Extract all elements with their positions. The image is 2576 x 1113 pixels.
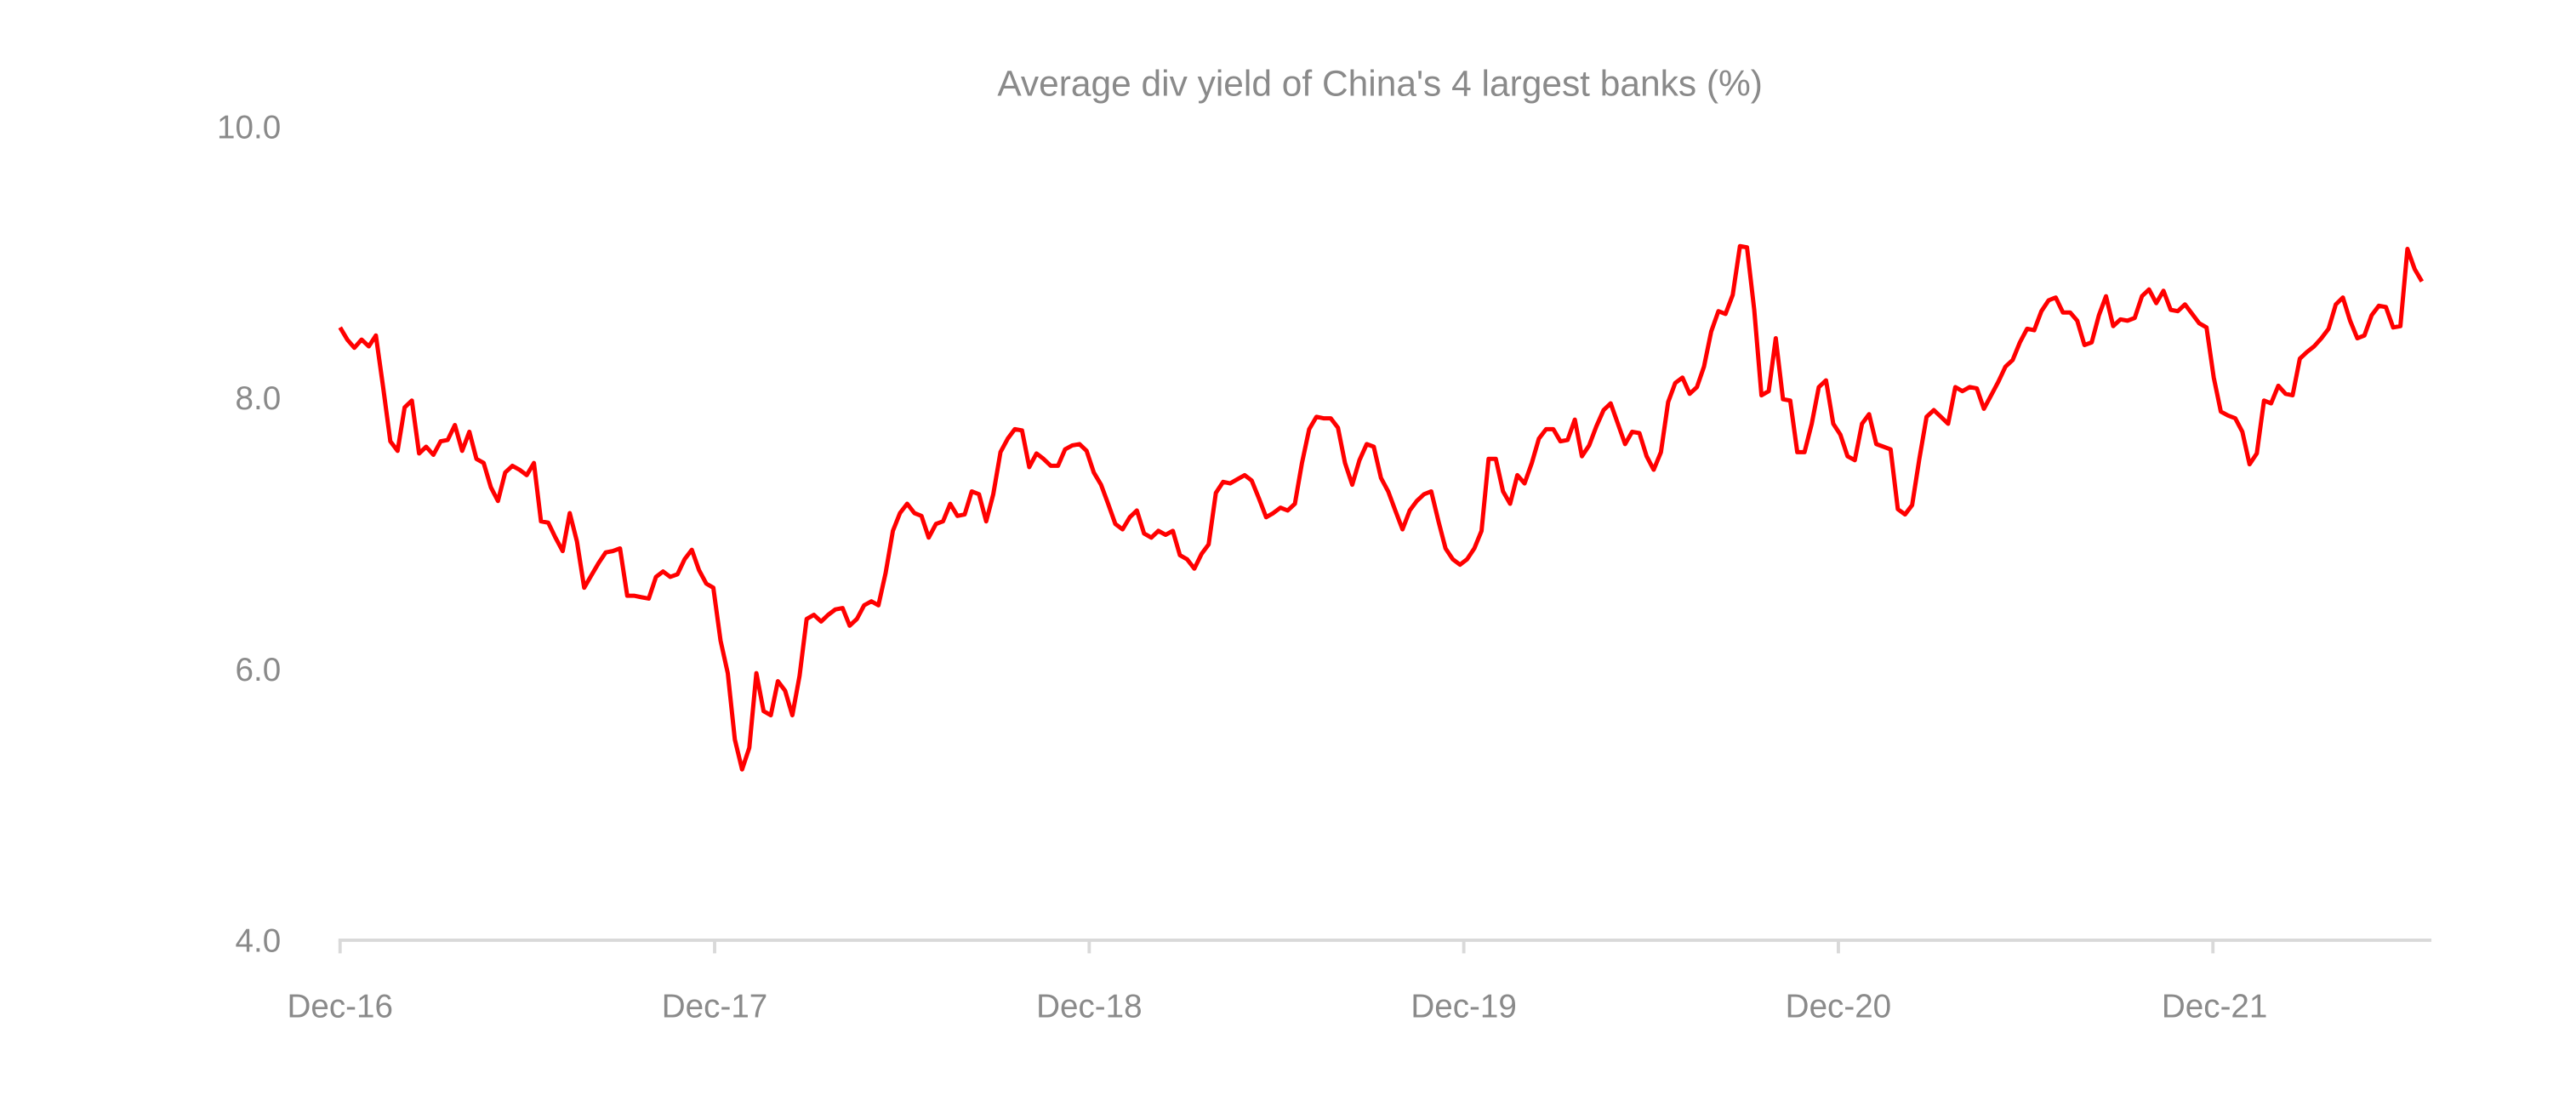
y-tick-label: 4.0 bbox=[236, 922, 282, 959]
x-tick-label: Dec-21 bbox=[2162, 989, 2267, 1025]
x-axis: Dec-16 Dec-17 Dec-18 Dec-19 Dec-20 Dec-2… bbox=[288, 938, 2432, 1025]
y-tick-label: 10.0 bbox=[217, 110, 281, 146]
y-tick-label: 6.0 bbox=[236, 652, 282, 688]
y-tick-label: 8.0 bbox=[236, 380, 282, 417]
x-tick-label: Dec-17 bbox=[662, 989, 767, 1025]
y-axis: 10.0 8.0 6.0 4.0 bbox=[217, 110, 281, 960]
x-tick-label: Dec-18 bbox=[1036, 989, 1142, 1025]
x-tick-label: Dec-19 bbox=[1411, 989, 1516, 1025]
x-tick-label: Dec-16 bbox=[288, 989, 393, 1025]
series-line-div-yield bbox=[338, 243, 2425, 772]
chart-title: Average div yield of China's 4 largest b… bbox=[997, 64, 1763, 104]
x-tick-label: Dec-20 bbox=[1786, 989, 1891, 1025]
